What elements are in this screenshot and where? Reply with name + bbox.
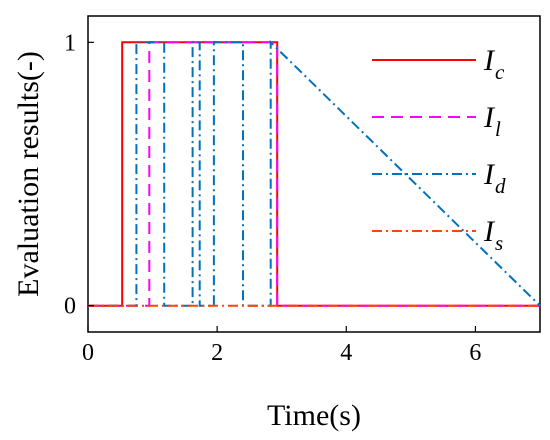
legend-label-Id: Id: [483, 158, 506, 198]
x-axis-label: Time(s): [267, 399, 361, 432]
x-tick-label: 6: [469, 340, 481, 366]
legend-label-Ic: Ic: [483, 44, 505, 84]
axes-box: [87, 15, 541, 333]
legend-label-sub: l: [495, 117, 501, 141]
legend-label-main: I: [483, 215, 496, 248]
x-tick-label: 4: [340, 340, 352, 366]
legend-label-sub: c: [495, 60, 505, 84]
legend-label-Il: Il: [483, 101, 501, 141]
legend-label-main: I: [483, 158, 496, 191]
y-tick-label: 1: [64, 30, 76, 56]
tick-layer: 0 2 4 6 0 1: [64, 30, 481, 366]
plot-area: 0 2 4 6 0 1: [64, 15, 541, 366]
legend-label-Is: Is: [483, 215, 503, 255]
legend-label-sub: s: [495, 231, 503, 255]
x-tick-label: 2: [211, 340, 223, 366]
legend-label-main: I: [483, 44, 496, 77]
x-tick-label: 0: [82, 340, 94, 366]
y-axis-label: Evaluation results(-): [12, 51, 45, 297]
legend-label-main: I: [483, 101, 496, 134]
y-tick-label: 0: [64, 294, 76, 320]
legend-label-sub: d: [495, 174, 506, 198]
series-layer: [88, 39, 541, 307]
